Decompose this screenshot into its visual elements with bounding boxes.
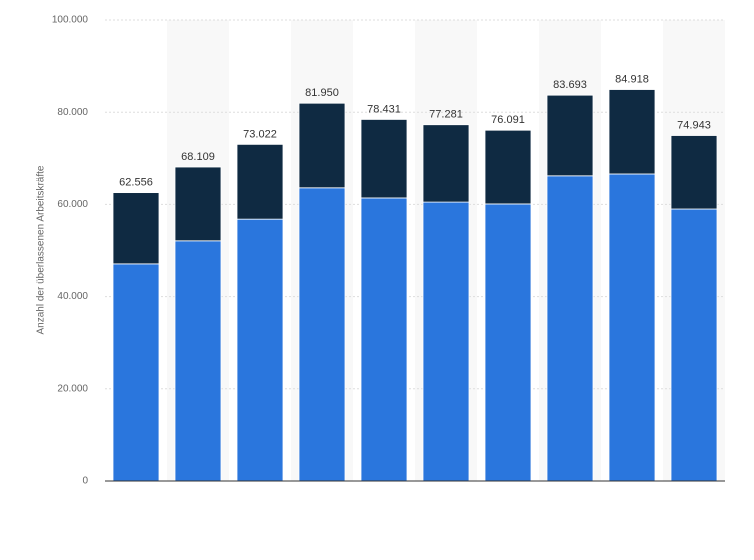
- y-tick-label: 80.000: [57, 107, 88, 118]
- total-label: 74.943: [677, 119, 711, 131]
- y-axis-label: Anzahl der überlassenen Arbeitskräfte: [36, 165, 47, 334]
- bar-segment: [546, 94, 594, 177]
- y-tick-label: 60.000: [57, 199, 88, 210]
- bar-segment: [360, 197, 408, 482]
- bar-segment: [422, 201, 470, 482]
- bar-segment: [298, 102, 346, 189]
- bar-segment: [112, 263, 160, 482]
- bar-segment: [236, 143, 284, 220]
- bar-segment: [174, 166, 222, 242]
- total-label: 84.918: [615, 73, 649, 85]
- total-label: 62.556: [119, 177, 153, 189]
- total-label: 76.091: [491, 114, 525, 126]
- total-label: 77.281: [429, 109, 463, 121]
- y-tick-label: 100.000: [52, 15, 89, 26]
- bar-segment: [484, 129, 532, 205]
- bar-segment: [608, 173, 656, 482]
- bar-segment: [360, 119, 408, 199]
- bar-segment: [298, 187, 346, 482]
- bar-segment: [236, 218, 284, 482]
- y-tick-label: 20.000: [57, 383, 88, 394]
- y-tick-label: 40.000: [57, 291, 88, 302]
- bar-segment: [112, 192, 160, 265]
- bar-segment: [546, 175, 594, 482]
- bar-segment: [670, 208, 718, 482]
- total-label: 78.431: [367, 103, 401, 115]
- bar-segment: [484, 203, 532, 482]
- total-label: 81.950: [305, 87, 339, 99]
- bar-segment: [174, 240, 222, 482]
- total-label: 68.109: [181, 151, 215, 163]
- bar-segment: [422, 124, 470, 203]
- bar-segment: [670, 135, 718, 210]
- total-label: 73.022: [243, 128, 277, 140]
- total-label: 83.693: [553, 79, 587, 91]
- y-tick-label: 0: [82, 476, 88, 487]
- bar-segment: [608, 89, 656, 175]
